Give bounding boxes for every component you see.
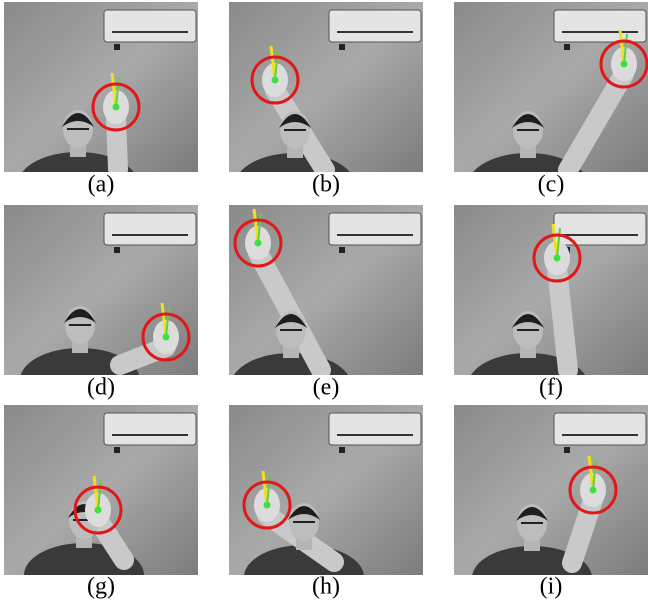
panel-label: (a) (88, 172, 115, 198)
shoulders (20, 348, 140, 375)
photo (229, 2, 423, 172)
tracking-circle (532, 233, 582, 283)
finger-yellow (252, 208, 260, 244)
panel-label: (f) (539, 375, 563, 401)
panel-label: (g) (87, 574, 115, 600)
finger-green (97, 479, 102, 511)
finger-green (115, 76, 120, 108)
air-conditioner (553, 412, 647, 446)
air-conditioner (328, 412, 422, 446)
photo (454, 405, 648, 575)
ac-tag (564, 447, 570, 453)
tracking-circle (141, 312, 191, 362)
ac-tag (114, 247, 120, 253)
palm-centre (254, 239, 262, 247)
hair (512, 314, 544, 328)
palm-centre (94, 506, 102, 514)
finger-yellow (160, 302, 168, 338)
tracking-circle (599, 39, 648, 89)
ac-tag (564, 44, 570, 50)
hair (516, 507, 548, 521)
ac-tag (339, 247, 345, 253)
finger-yellow (551, 223, 559, 259)
finger-green (592, 459, 597, 491)
photo (229, 205, 423, 375)
air-conditioner (553, 9, 647, 43)
photo (4, 405, 198, 575)
finger-yellow (587, 455, 595, 491)
finger-green (274, 49, 279, 81)
hair (512, 114, 544, 128)
arm (106, 107, 128, 172)
palm-centre (589, 486, 597, 494)
arm (558, 64, 634, 172)
tracking-circle (568, 465, 618, 515)
tracking-circle (242, 480, 292, 530)
shoulders (22, 152, 134, 172)
photo (454, 2, 648, 172)
panel-label: (h) (312, 574, 340, 600)
tracking-circle (73, 485, 123, 535)
finger-yellow (92, 475, 100, 511)
hair (279, 114, 311, 128)
finger-green (623, 33, 628, 65)
ac-tag (114, 447, 120, 453)
finger-green (257, 212, 262, 244)
tracking-circle (91, 82, 141, 132)
palm-centre (553, 254, 561, 262)
ac-tag (339, 44, 345, 50)
arm (562, 490, 603, 573)
panel-label: (c) (538, 172, 565, 198)
photo (229, 405, 423, 575)
palm-centre (162, 333, 170, 341)
panel-label: (b) (312, 172, 340, 198)
panel-label: (d) (87, 375, 115, 401)
tracking-circle (250, 55, 300, 105)
finger-yellow (618, 29, 626, 65)
finger-yellow (261, 470, 269, 506)
arm (88, 510, 134, 570)
tracking-circle (233, 218, 283, 268)
finger-green (165, 306, 170, 338)
air-conditioner (328, 9, 422, 43)
air-conditioner (103, 412, 197, 446)
shoulders (473, 153, 583, 172)
air-conditioner (103, 212, 197, 246)
finger-green (556, 227, 561, 259)
hair (288, 506, 320, 520)
finger-yellow (269, 45, 277, 81)
palm-centre (271, 76, 279, 84)
panel-label: (e) (313, 375, 340, 401)
finger-yellow (110, 72, 118, 108)
photo (454, 205, 648, 375)
panel-label: (i) (540, 574, 563, 600)
photo (4, 2, 198, 172)
shoulders (472, 546, 592, 575)
air-conditioner (328, 212, 422, 246)
palm-centre (620, 60, 628, 68)
air-conditioner (553, 212, 647, 246)
arm (547, 258, 578, 375)
hair (64, 309, 96, 323)
palm-centre (112, 103, 120, 111)
ac-tag (114, 44, 120, 50)
hair (275, 314, 307, 328)
hair (62, 113, 94, 127)
photo (4, 205, 198, 375)
shoulders (471, 353, 585, 375)
ac-tag (339, 447, 345, 453)
finger-green (266, 474, 271, 506)
air-conditioner (103, 9, 197, 43)
palm-centre (263, 501, 271, 509)
